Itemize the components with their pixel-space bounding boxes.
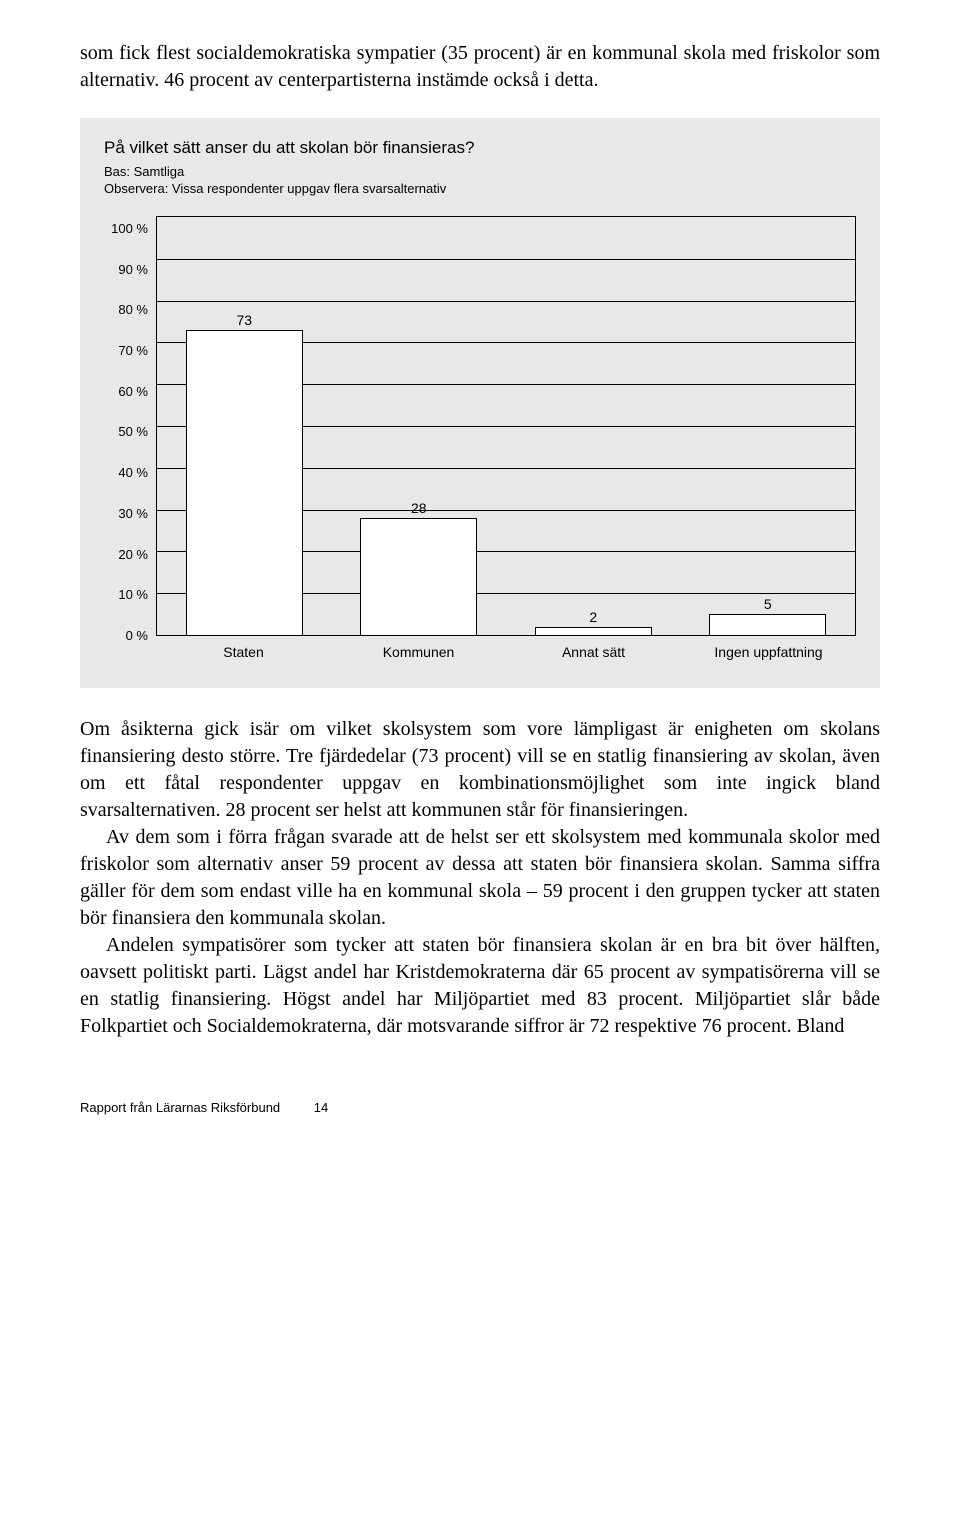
chart-subtitle-note: Observera: Vissa respondenter uppgav fle… [104, 181, 856, 196]
chart-area: 100 % 90 % 80 % 70 % 60 % 50 % 40 % 30 %… [104, 216, 856, 660]
y-tick: 80 % [104, 303, 148, 316]
plot-grid: 73 28 2 5 [156, 216, 856, 636]
body-paragraph: Av dem som i förra frågan svarade att de… [80, 824, 880, 932]
bar-slot: 73 [178, 217, 311, 635]
x-axis: Staten Kommunen Annat sätt Ingen uppfatt… [156, 636, 856, 660]
page-number: 14 [314, 1100, 328, 1115]
body-paragraph: Om åsikterna gick isär om vilket skolsys… [80, 716, 880, 824]
y-tick: 30 % [104, 507, 148, 520]
y-tick: 100 % [104, 222, 148, 235]
bar-annat [535, 627, 652, 635]
bar-staten [186, 330, 303, 635]
y-tick: 60 % [104, 385, 148, 398]
intro-paragraph: som fick flest socialdemokratiska sympat… [80, 40, 880, 94]
x-label: Annat sätt [527, 644, 660, 660]
x-label: Staten [177, 644, 310, 660]
y-tick: 70 % [104, 344, 148, 357]
y-tick: 40 % [104, 466, 148, 479]
y-axis: 100 % 90 % 80 % 70 % 60 % 50 % 40 % 30 %… [104, 216, 156, 636]
y-tick: 50 % [104, 425, 148, 438]
bar-value: 28 [411, 500, 427, 516]
chart-subtitle-base: Bas: Samtliga [104, 164, 856, 179]
bars-row: 73 28 2 5 [157, 217, 855, 635]
bar-slot: 2 [527, 217, 660, 635]
x-label: Kommunen [352, 644, 485, 660]
bar-slot: 5 [701, 217, 834, 635]
y-tick: 0 % [104, 629, 148, 642]
y-tick: 90 % [104, 263, 148, 276]
footer-text: Rapport från Lärarnas Riksförbund [80, 1100, 280, 1115]
chart-panel: På vilket sätt anser du att skolan bör f… [80, 118, 880, 688]
bar-value: 5 [764, 596, 772, 612]
body-text: Om åsikterna gick isär om vilket skolsys… [80, 716, 880, 1040]
body-paragraph: Andelen sympatisörer som tycker att stat… [80, 932, 880, 1040]
y-tick: 10 % [104, 588, 148, 601]
y-tick: 20 % [104, 548, 148, 561]
chart-title: På vilket sätt anser du att skolan bör f… [104, 138, 856, 158]
bar-slot: 28 [352, 217, 485, 635]
page-footer: Rapport från Lärarnas Riksförbund 14 [80, 1100, 880, 1115]
x-label: Ingen uppfattning [702, 644, 835, 660]
bar-value: 2 [589, 609, 597, 625]
bar-value: 73 [236, 312, 252, 328]
bar-kommunen [360, 518, 477, 635]
bar-ingen [709, 614, 826, 635]
